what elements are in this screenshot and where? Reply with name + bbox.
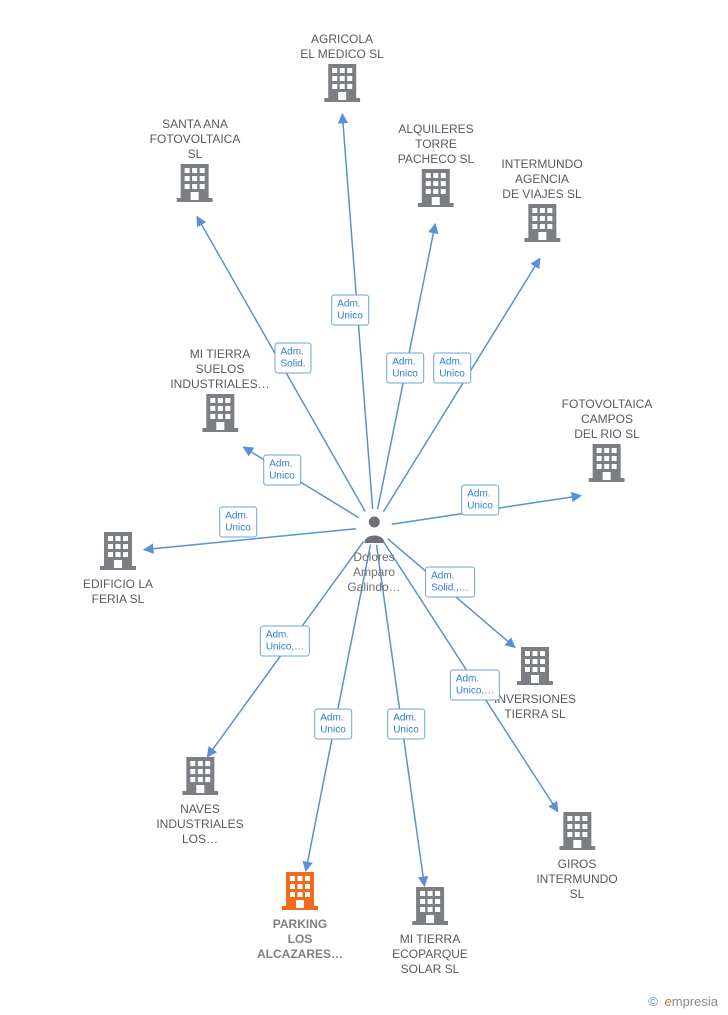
- building-icon: [100, 530, 136, 570]
- edge-label: Adm. Unico: [314, 709, 352, 740]
- edge-label: Adm. Unico: [263, 455, 301, 486]
- person-icon: [362, 515, 386, 543]
- building-icon: [177, 162, 213, 202]
- company-node-giros[interactable]: GIROS INTERMUNDO SL: [536, 810, 617, 902]
- company-label: FOTOVOLTAICA CAMPOS DEL RIO SL: [562, 397, 653, 442]
- edge-line: [392, 496, 581, 525]
- building-icon: [418, 167, 454, 207]
- company-node-intermundo[interactable]: INTERMUNDO AGENCIA DE VIAJES SL: [501, 155, 582, 247]
- edge-label: Adm. Unico: [461, 485, 499, 516]
- center-person-node[interactable]: Dolores Amparo Galindo…: [347, 515, 400, 595]
- company-label: SANTA ANA FOTOVOLTAICA SL: [150, 117, 241, 162]
- company-label: MI TIERRA SUELOS INDUSTRIALES…: [170, 347, 269, 392]
- edge-label: Adm. Unico: [386, 353, 424, 384]
- brand-e: e: [665, 994, 672, 1009]
- edge-label: Adm. Unico,…: [450, 670, 500, 701]
- edge-line: [243, 447, 358, 518]
- company-node-inversiones[interactable]: INVERSIONES TIERRA SL: [494, 645, 576, 722]
- company-label: NAVES INDUSTRIALES LOS…: [156, 802, 243, 847]
- edge-label: Adm. Unico: [219, 507, 257, 538]
- building-icon: [517, 645, 553, 685]
- company-node-mitierra_es[interactable]: MI TIERRA ECOPARQUE SOLAR SL: [392, 885, 468, 977]
- company-node-edificio[interactable]: EDIFICIO LA FERIA SL: [83, 530, 153, 607]
- edge-line: [383, 258, 539, 511]
- edge-line: [342, 114, 372, 509]
- edge-label: Adm. Unico,…: [260, 626, 310, 657]
- building-icon: [412, 885, 448, 925]
- diagram-canvas: AGRICOLA EL MEDICO SL SANTA ANA FOTOVOLT…: [0, 0, 728, 1015]
- edge-label: Adm. Unico: [331, 295, 369, 326]
- company-label: GIROS INTERMUNDO SL: [536, 857, 617, 902]
- edge-line: [377, 545, 425, 886]
- brand-rest: mpresia: [672, 994, 718, 1009]
- edge-label: Adm. Unico: [433, 353, 471, 384]
- company-label: MI TIERRA ECOPARQUE SOLAR SL: [392, 932, 468, 977]
- edge-line: [378, 224, 436, 509]
- footer-brand: © empresia: [648, 994, 718, 1009]
- company-node-agricola[interactable]: AGRICOLA EL MEDICO SL: [300, 30, 384, 107]
- edge-line: [144, 529, 356, 550]
- copyright-symbol: ©: [648, 994, 658, 1009]
- company-node-santaana[interactable]: SANTA ANA FOTOVOLTAICA SL: [150, 115, 241, 207]
- center-label: Dolores Amparo Galindo…: [347, 550, 400, 595]
- edge-label: Adm. Solid.,…: [425, 567, 475, 598]
- company-label: INVERSIONES TIERRA SL: [494, 692, 576, 722]
- building-icon: [324, 62, 360, 102]
- edge-label: Adm. Solid.: [274, 343, 311, 374]
- company-node-alquileres[interactable]: ALQUILERES TORRE PACHECO SL: [398, 120, 474, 212]
- company-label: INTERMUNDO AGENCIA DE VIAJES SL: [501, 157, 582, 202]
- company-node-parking[interactable]: PARKING LOS ALCAZARES…: [257, 870, 343, 962]
- edge-line: [207, 542, 363, 757]
- building-icon: [589, 442, 625, 482]
- company-node-fotov_cr[interactable]: FOTOVOLTAICA CAMPOS DEL RIO SL: [562, 395, 653, 487]
- company-label: AGRICOLA EL MEDICO SL: [300, 32, 384, 62]
- company-node-mitierra_si[interactable]: MI TIERRA SUELOS INDUSTRIALES…: [170, 345, 269, 437]
- company-label: EDIFICIO LA FERIA SL: [83, 577, 153, 607]
- building-icon: [282, 870, 318, 910]
- company-node-naves[interactable]: NAVES INDUSTRIALES LOS…: [156, 755, 243, 847]
- company-label: PARKING LOS ALCAZARES…: [257, 917, 343, 962]
- edges-layer: [0, 0, 728, 1015]
- building-icon: [182, 755, 218, 795]
- building-icon: [524, 202, 560, 242]
- edge-line: [388, 539, 515, 648]
- building-icon: [202, 392, 238, 432]
- building-icon: [559, 810, 595, 850]
- edge-label: Adm. Unico: [387, 709, 425, 740]
- company-label: ALQUILERES TORRE PACHECO SL: [398, 122, 474, 167]
